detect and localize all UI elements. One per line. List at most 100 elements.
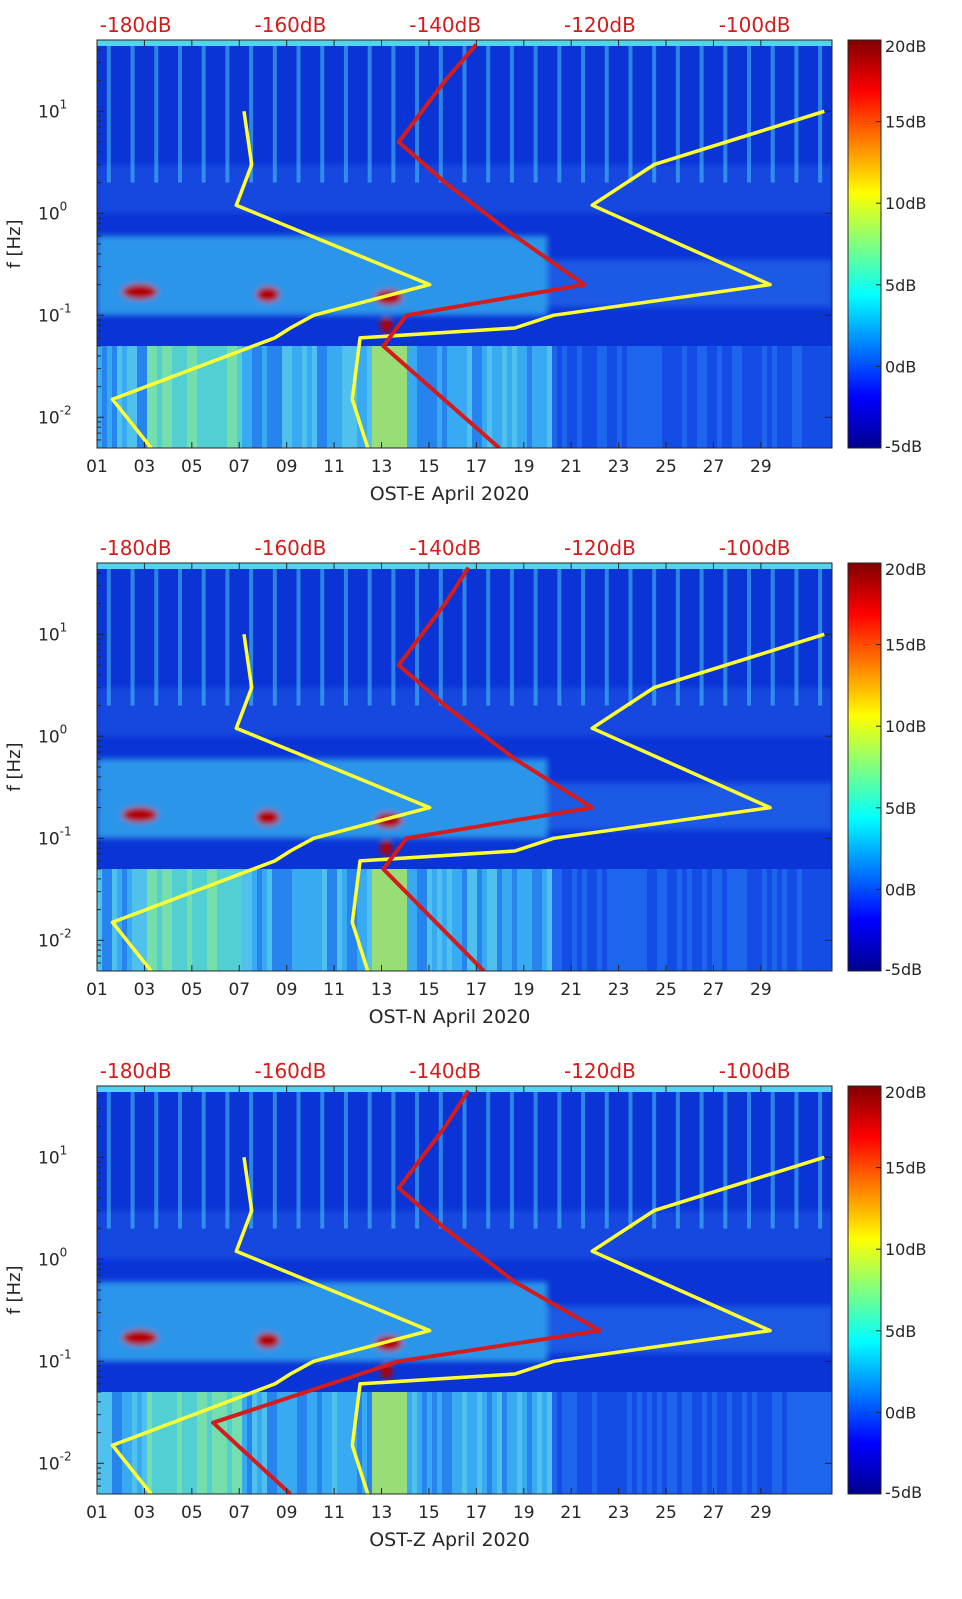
stripe <box>702 1392 707 1494</box>
stripe <box>212 869 217 971</box>
stripe <box>397 346 402 448</box>
burst <box>794 563 799 706</box>
burst <box>201 563 206 706</box>
stripe <box>252 346 257 448</box>
stripe <box>402 869 407 971</box>
stripe <box>682 869 687 971</box>
stripe <box>652 869 657 971</box>
colorbar-tick-label: 0dB <box>885 357 916 376</box>
stripe <box>572 1392 577 1494</box>
stripe <box>377 346 382 448</box>
burst <box>533 40 538 183</box>
stripe <box>552 1392 557 1494</box>
stripe <box>517 1392 522 1494</box>
stripe <box>817 869 822 971</box>
stripe <box>662 346 667 448</box>
stripe <box>457 869 462 971</box>
plot-area <box>97 1086 832 1494</box>
stripe <box>127 1392 132 1494</box>
stripe <box>777 869 782 971</box>
stripe <box>547 869 552 971</box>
stripe <box>457 346 462 448</box>
stripe <box>107 869 112 971</box>
stripe <box>622 346 627 448</box>
x-tick-label: 19 <box>513 1503 535 1523</box>
burst <box>438 1086 443 1229</box>
y-tick-label: 10-2 <box>38 403 72 428</box>
hot-spot <box>121 806 158 823</box>
stripe <box>807 869 812 971</box>
stripe <box>447 346 452 448</box>
stripe <box>512 346 517 448</box>
stripe <box>682 1392 687 1494</box>
stripe <box>392 1392 397 1494</box>
stripe <box>342 346 347 448</box>
burst <box>106 563 111 706</box>
colorbar-tick-label: 5dB <box>885 276 916 295</box>
stripe <box>727 346 732 448</box>
stripe <box>802 346 807 448</box>
stripe <box>127 869 132 971</box>
stripe <box>312 1392 317 1494</box>
stripe <box>357 1392 362 1494</box>
stripe <box>812 346 817 448</box>
stripe <box>777 1392 782 1494</box>
stripe <box>297 1392 302 1494</box>
x-tick-label: 05 <box>181 457 203 477</box>
stripe <box>252 869 257 971</box>
stripe <box>147 1392 152 1494</box>
stripe <box>227 346 232 448</box>
stripe <box>312 869 317 971</box>
top-db-label: -160dB <box>255 1059 327 1083</box>
band-glow <box>547 259 832 308</box>
high-frequency-bursts <box>97 40 832 183</box>
stripe <box>97 869 102 971</box>
hot-spot <box>121 283 158 300</box>
nlnm-curve <box>110 1157 432 1494</box>
stripe <box>412 1392 417 1494</box>
burst <box>130 1086 135 1229</box>
stripe <box>217 346 222 448</box>
burst <box>770 1086 775 1229</box>
microseism-band <box>97 164 832 334</box>
stripe <box>217 869 222 971</box>
x-tick-label: 01 <box>86 980 108 1000</box>
stripe <box>367 346 372 448</box>
stripe <box>537 1392 542 1494</box>
hot-spot <box>380 317 393 334</box>
stripe <box>497 346 502 448</box>
stripe <box>507 346 512 448</box>
x-tick-label: 13 <box>371 457 393 477</box>
colorbar-tick-label: 10dB <box>885 717 927 736</box>
stripe <box>277 346 282 448</box>
stripe <box>182 346 187 448</box>
stripe <box>597 869 602 971</box>
stripe <box>307 346 312 448</box>
stripe <box>582 869 587 971</box>
burst <box>794 40 799 183</box>
stripe <box>357 346 362 448</box>
stripe <box>182 869 187 971</box>
burst <box>723 1086 728 1229</box>
stripe <box>372 869 377 971</box>
stripe <box>207 346 212 448</box>
burst <box>699 563 704 706</box>
stripe <box>592 346 597 448</box>
x-tick-label: 21 <box>560 1503 582 1523</box>
stripe <box>392 346 397 448</box>
stripe <box>97 346 102 448</box>
x-tick-label: 29 <box>750 457 772 477</box>
stripe <box>267 1392 272 1494</box>
stripe <box>772 346 777 448</box>
stripe <box>372 1392 377 1494</box>
stripe <box>432 1392 437 1494</box>
burst <box>130 40 135 183</box>
top-db-label: -180dB <box>100 536 172 560</box>
x-tick-label: 21 <box>560 457 582 477</box>
stripe <box>292 346 297 448</box>
burst <box>225 563 230 706</box>
stripe <box>602 1392 607 1494</box>
stripe <box>797 869 802 971</box>
stripe <box>547 1392 552 1494</box>
stripe <box>177 869 182 971</box>
